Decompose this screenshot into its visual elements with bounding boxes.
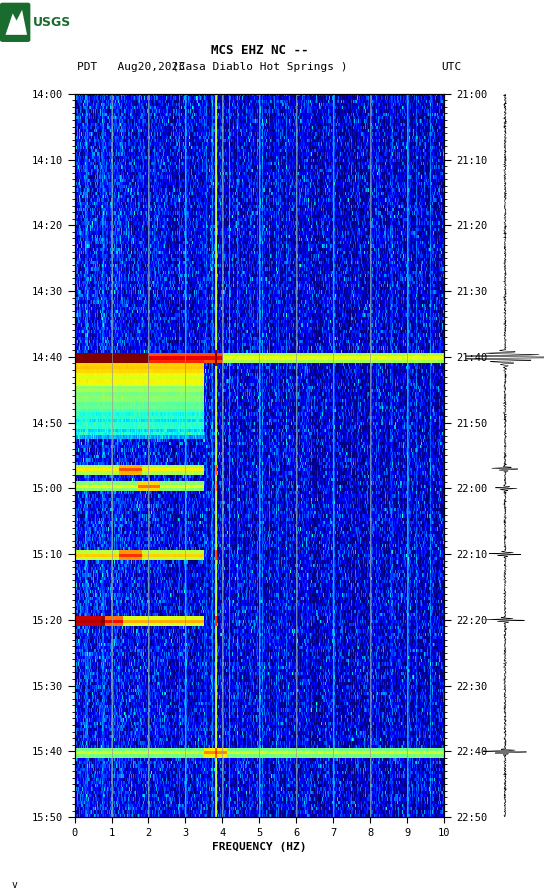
Text: USGS: USGS xyxy=(33,16,71,29)
X-axis label: FREQUENCY (HZ): FREQUENCY (HZ) xyxy=(212,842,307,852)
Text: UTC: UTC xyxy=(442,62,462,72)
Text: MCS EHZ NC --: MCS EHZ NC -- xyxy=(211,45,308,57)
FancyBboxPatch shape xyxy=(0,3,30,42)
PathPatch shape xyxy=(6,10,27,35)
Text: (Casa Diablo Hot Springs ): (Casa Diablo Hot Springs ) xyxy=(172,62,347,72)
Text: v: v xyxy=(11,880,17,890)
Text: PDT   Aug20,2023: PDT Aug20,2023 xyxy=(77,62,185,72)
